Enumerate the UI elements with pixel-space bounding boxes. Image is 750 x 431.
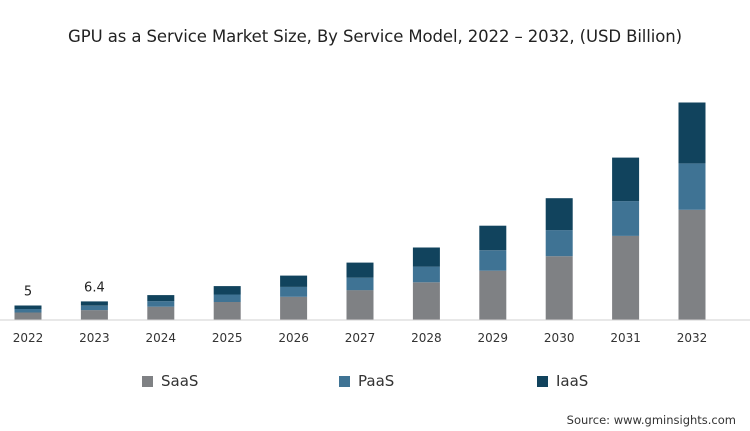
legend: SaaS PaaS IaaS: [0, 372, 750, 394]
x-tick-label-2023: 2023: [79, 331, 110, 345]
bar-paas-2022: [14, 309, 42, 313]
bar-paas-2027: [346, 277, 374, 291]
bar-saas-2032: [678, 209, 706, 320]
x-tick-label-2029: 2029: [478, 331, 509, 345]
bar-saas-2030: [545, 256, 573, 320]
legend-label-paas: PaaS: [358, 372, 395, 390]
legend-item-iaas: IaaS: [537, 372, 588, 390]
bar-iaas-2029: [479, 225, 507, 251]
legend-item-saas: SaaS: [142, 372, 198, 390]
bar-saas-2022: [14, 312, 42, 320]
bar-saas-2029: [479, 270, 507, 320]
x-tick-label-2030: 2030: [544, 331, 575, 345]
x-tick-label-2024: 2024: [146, 331, 177, 345]
bar-paas-2025: [213, 294, 241, 302]
data-label-2023: 6.4: [84, 280, 105, 295]
bar-paas-2030: [545, 230, 573, 257]
data-labels: 5 6.4: [24, 280, 105, 299]
x-tick-label-2028: 2028: [411, 331, 442, 345]
chart-title: GPU as a Service Market Size, By Service…: [68, 27, 682, 46]
x-tick-label-2031: 2031: [610, 331, 641, 345]
bar-iaas-2032: [678, 102, 706, 164]
legend-swatch-saas: [142, 375, 153, 387]
bar-iaas-2028: [412, 247, 440, 267]
bar-saas-2026: [280, 296, 308, 320]
bar-paas-2031: [612, 201, 640, 236]
data-label-2022: 5: [24, 285, 32, 300]
legend-label-saas: SaaS: [161, 372, 199, 390]
bar-saas-2025: [213, 302, 241, 320]
bar-iaas-2023: [80, 301, 108, 306]
x-tick-label-2026: 2026: [278, 331, 309, 345]
bar-saas-2024: [147, 306, 175, 320]
bar-iaas-2030: [545, 198, 573, 231]
bar-saas-2031: [612, 235, 640, 320]
bar-paas-2028: [412, 266, 440, 283]
x-tick-label-2027: 2027: [345, 331, 376, 345]
bar-iaas-2024: [147, 295, 175, 302]
legend-swatch-paas: [339, 375, 350, 387]
source-credit: Source: www.gminsights.com: [566, 413, 736, 427]
bar-saas-2023: [80, 310, 108, 320]
bar-iaas-2026: [280, 275, 308, 287]
bar-paas-2026: [280, 286, 308, 297]
bar-saas-2027: [346, 290, 374, 320]
bar-saas-2028: [412, 282, 440, 320]
bar-paas-2024: [147, 301, 175, 307]
x-tick-label-2032: 2032: [677, 331, 708, 345]
x-tick-label-2025: 2025: [212, 331, 243, 345]
x-tick-labels: 2022 2023 2024 2025 2026 2027 2028 2029 2030 2031…: [13, 331, 708, 345]
bar-paas-2032: [678, 163, 706, 210]
legend-item-paas: PaaS: [339, 372, 394, 390]
bar-iaas-2027: [346, 262, 374, 278]
bar-paas-2023: [80, 305, 108, 311]
bar-iaas-2031: [612, 157, 640, 202]
legend-swatch-iaas: [537, 375, 548, 387]
bar-iaas-2025: [213, 286, 241, 295]
bars-group: [14, 102, 706, 320]
bar-iaas-2022: [14, 305, 42, 309]
bar-paas-2029: [479, 250, 507, 271]
x-tick-label-2022: 2022: [13, 331, 44, 345]
legend-label-iaas: IaaS: [556, 372, 589, 390]
